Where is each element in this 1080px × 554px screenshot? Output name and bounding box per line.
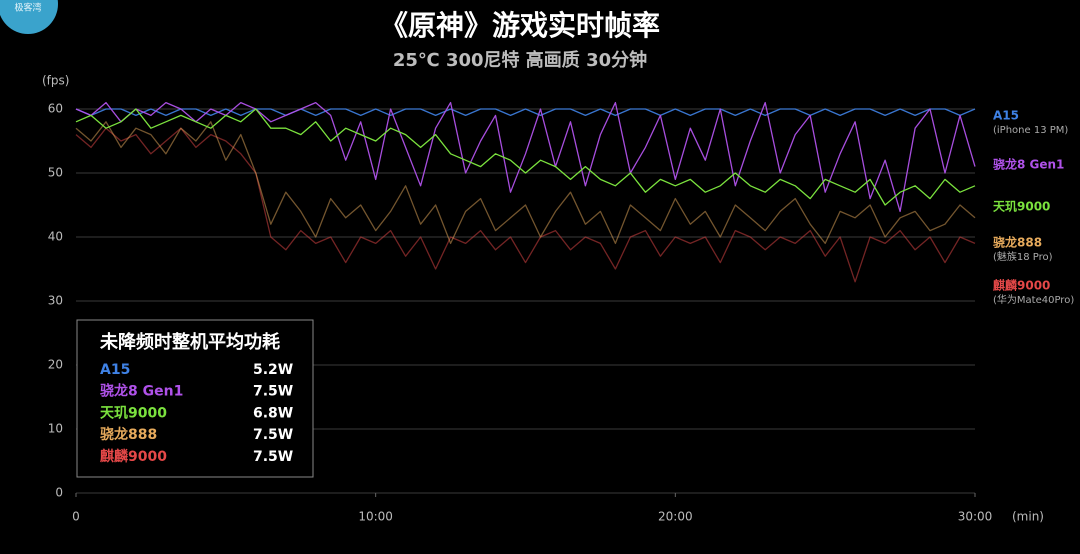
- legend-label: 天玑9000: [993, 200, 1050, 214]
- chart-subtitle: 25℃ 300尼特 高画质 30分钟: [393, 49, 647, 71]
- table-title: 未降频时整机平均功耗: [100, 331, 280, 353]
- y-tick-label: 50: [48, 166, 63, 180]
- series-line: [75, 101, 976, 213]
- series-line: [75, 108, 976, 206]
- power-table: 未降频时整机平均功耗: [76, 319, 314, 478]
- table-name: 麒麟9000: [100, 448, 167, 465]
- table-name: 骁龙8 Gen1: [100, 383, 183, 400]
- y-axis-label: (fps): [42, 74, 69, 88]
- legend-label: A15: [993, 109, 1019, 123]
- y-tick-label: 0: [55, 486, 63, 500]
- legend-note: (华为Mate40Pro): [993, 293, 1074, 306]
- table-value: 7.5W: [253, 384, 293, 400]
- x-tick-label: 30:00: [958, 510, 993, 524]
- table-value: 7.5W: [253, 427, 293, 443]
- table-name: A15: [100, 362, 130, 378]
- plot: 0 10 20 30 40 50 60 0 10:00 20:00 30:00: [48, 102, 993, 524]
- x-tick-label: 20:00: [658, 510, 693, 524]
- table-name: 天玑9000: [100, 405, 167, 421]
- legend-label: 骁龙888: [993, 235, 1042, 250]
- legend-label: 骁龙8 Gen1: [993, 157, 1064, 172]
- series-line: [75, 108, 976, 117]
- chart-title: 《原神》游戏实时帧率: [380, 9, 660, 42]
- x-tick-label: 0: [72, 510, 80, 524]
- x-axis-label: (min): [1012, 510, 1044, 524]
- y-tick-label: 20: [48, 358, 63, 372]
- y-tick-label: 60: [48, 102, 63, 116]
- table-value: 6.8W: [253, 405, 293, 421]
- x-tick-label: 10:00: [358, 510, 393, 524]
- y-tick-label: 40: [48, 230, 63, 244]
- logo: [0, 0, 58, 34]
- table-name: 骁龙888: [100, 426, 157, 443]
- series-line: [75, 121, 976, 245]
- legend-note: (iPhone 13 PM): [993, 125, 1068, 136]
- legend-label: 麒麟9000: [993, 278, 1050, 293]
- legend-note: (魅族18 Pro): [993, 250, 1053, 263]
- watermark: 极客湾: [14, 2, 41, 14]
- y-tick-label: 30: [48, 294, 63, 308]
- legend: A15 (iPhone 13 PM) 骁龙8 Gen1 天玑9000 骁龙888(魅族1…: [993, 109, 1074, 307]
- series-line: [75, 127, 976, 283]
- y-tick-label: 10: [48, 422, 63, 436]
- table-value: 5.2W: [253, 362, 293, 378]
- table-box: [76, 319, 314, 478]
- table-value: 7.5W: [253, 449, 293, 465]
